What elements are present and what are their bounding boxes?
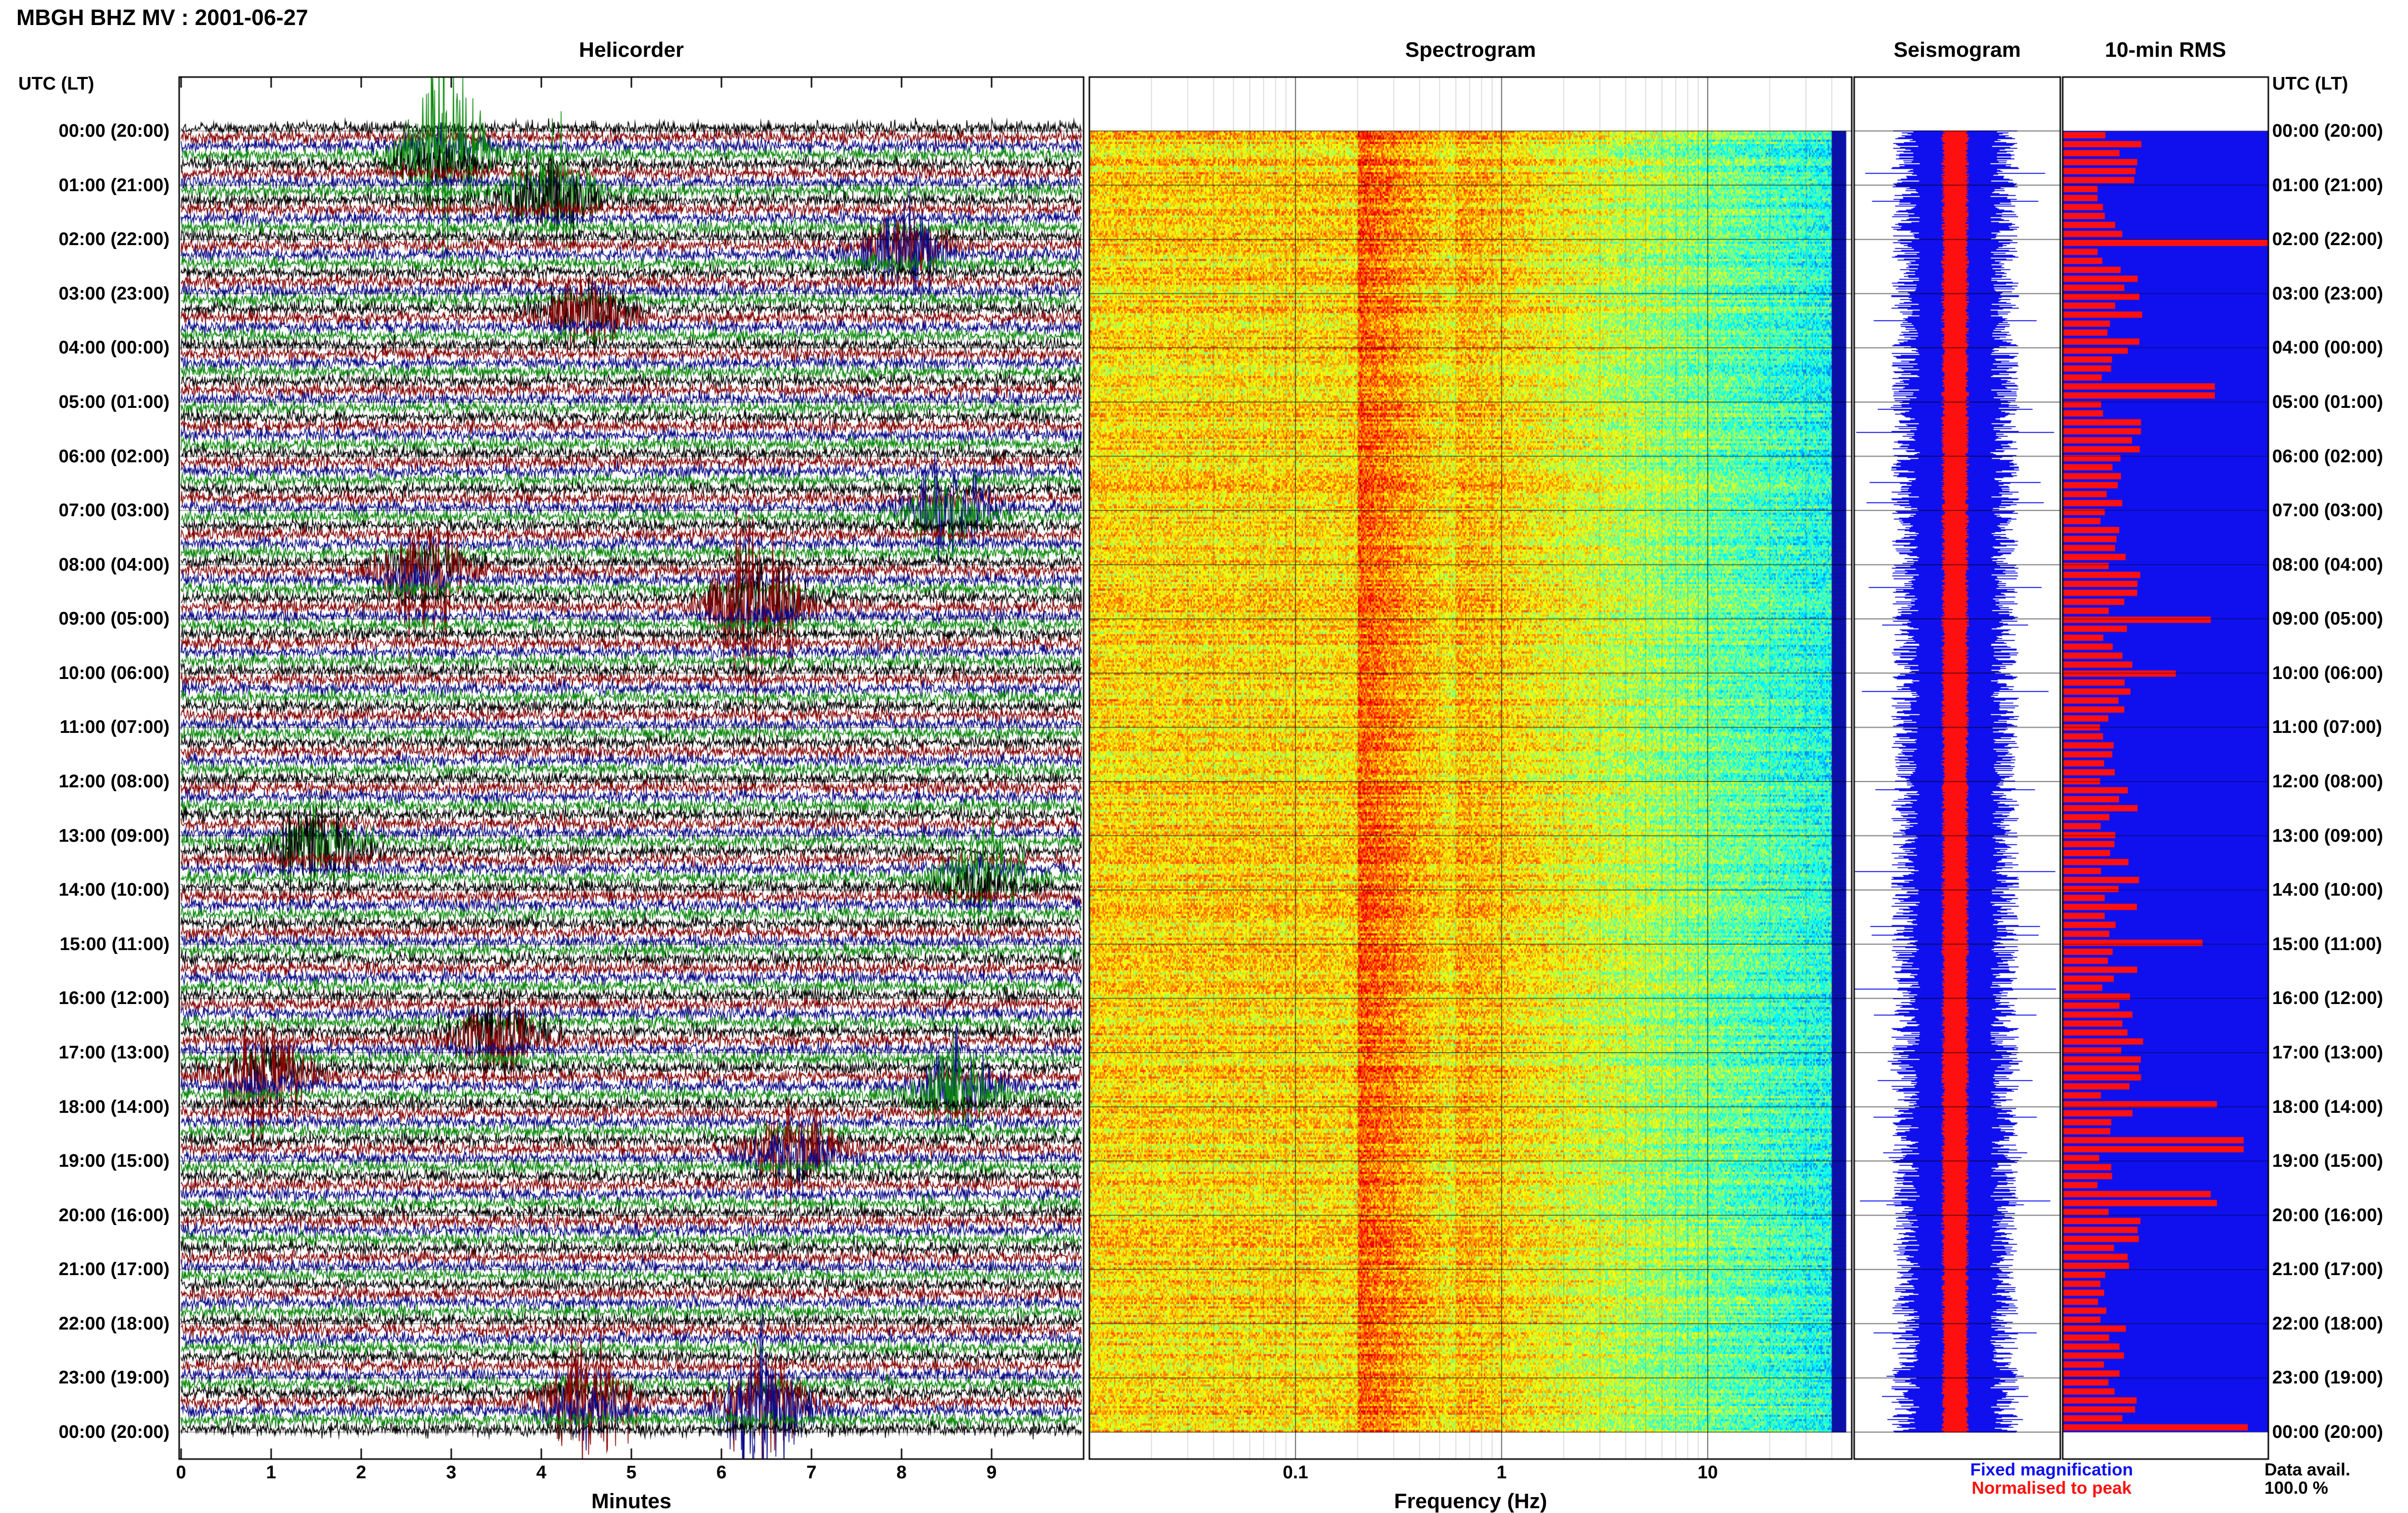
minute-tick-label: 9: [986, 1462, 997, 1483]
hour-tick-left: 20:00 (16:00): [58, 1205, 170, 1226]
figure-title: MBGH BHZ MV : 2001-06-27: [16, 5, 308, 30]
hour-tick-left: 10:00 (06:00): [58, 663, 170, 683]
minute-tick-label: 8: [896, 1462, 907, 1483]
hour-tick-right: 12:00 (08:00): [2272, 771, 2383, 792]
hour-tick-left: 15:00 (11:00): [59, 934, 170, 954]
hour-tick-right: 00:00 (20:00): [2272, 121, 2383, 141]
hour-tick-left: 06:00 (02:00): [58, 446, 170, 467]
hour-tick-right: 21:00 (17:00): [2272, 1259, 2383, 1280]
frequency-tick-label: 10: [1697, 1462, 1718, 1483]
helicorder-title: Helicorder: [579, 38, 684, 62]
hour-tick-right: 15:00 (11:00): [2272, 934, 2382, 954]
hour-tick-left: 09:00 (05:00): [58, 609, 170, 629]
utc-header-left: UTC (LT): [18, 74, 94, 94]
hour-tick-left: 22:00 (18:00): [58, 1313, 170, 1334]
hour-tick-left: 07:00 (03:00): [58, 500, 170, 521]
rms-title: 10-min RMS: [2105, 38, 2226, 62]
hour-tick-left: 04:00 (00:00): [58, 338, 170, 358]
utc-header-right: UTC (LT): [2272, 74, 2348, 94]
minutes-axis-label: Minutes: [591, 1489, 672, 1513]
legend-normalised-to-peak: Normalised to peak: [1971, 1478, 2132, 1498]
hour-tick-right: 20:00 (16:00): [2272, 1205, 2383, 1226]
hour-tick-left: 18:00 (14:00): [58, 1096, 170, 1117]
hour-tick-right: 04:00 (00:00): [2272, 338, 2383, 358]
hour-tick-left: 23:00 (19:00): [58, 1368, 170, 1388]
minute-tick-label: 4: [536, 1462, 547, 1483]
spectrogram-title: Spectrogram: [1405, 38, 1536, 62]
hour-tick-left: 05:00 (01:00): [58, 391, 170, 412]
hour-tick-right: 13:00 (09:00): [2272, 825, 2383, 846]
hour-tick-right: 07:00 (03:00): [2272, 500, 2383, 521]
hour-tick-right: 05:00 (01:00): [2272, 391, 2383, 412]
data-avail-value: 100.0 %: [2264, 1478, 2329, 1498]
hour-tick-right: 17:00 (13:00): [2272, 1042, 2383, 1063]
hour-tick-right: 14:00 (10:00): [2272, 880, 2383, 900]
hour-tick-left: 00:00 (20:00): [58, 121, 170, 141]
hour-tick-left: 03:00 (23:00): [58, 283, 170, 304]
hour-tick-right: 10:00 (06:00): [2272, 663, 2383, 683]
hour-tick-left: 14:00 (10:00): [58, 880, 170, 900]
hour-tick-left: 17:00 (13:00): [58, 1042, 170, 1063]
hour-tick-left: 01:00 (21:00): [58, 175, 170, 196]
minute-tick-label: 5: [626, 1462, 637, 1483]
hour-tick-left: 16:00 (12:00): [58, 988, 170, 1009]
hour-tick-left: 02:00 (22:00): [58, 229, 170, 250]
legend-fixed-magnification: Fixed magnification: [1970, 1460, 2133, 1479]
hour-tick-left: 21:00 (17:00): [58, 1259, 170, 1280]
hour-tick-right: 16:00 (12:00): [2272, 988, 2383, 1009]
hour-tick-right: 18:00 (14:00): [2272, 1096, 2383, 1117]
hour-tick-right: 08:00 (04:00): [2272, 554, 2383, 575]
hour-tick-right: 01:00 (21:00): [2272, 175, 2383, 196]
minute-tick-label: 2: [356, 1462, 366, 1483]
frequency-tick-label: 0.1: [1283, 1462, 1309, 1483]
hour-tick-right: 09:00 (05:00): [2272, 609, 2383, 629]
hour-tick-left: 00:00 (20:00): [58, 1422, 170, 1442]
hour-tick-left: 12:00 (08:00): [58, 771, 170, 792]
minute-tick-label: 6: [716, 1462, 727, 1483]
hour-tick-left: 11:00 (07:00): [59, 717, 170, 738]
minute-tick-label: 7: [806, 1462, 817, 1483]
hour-tick-right: 03:00 (23:00): [2272, 283, 2383, 304]
seismogram-title: Seismogram: [1893, 38, 2021, 62]
minute-tick-label: 3: [446, 1462, 457, 1483]
minute-tick-label: 0: [176, 1462, 186, 1483]
hour-tick-left: 08:00 (04:00): [58, 554, 170, 575]
hour-tick-right: 23:00 (19:00): [2272, 1368, 2383, 1388]
data-avail-label: Data avail.: [2264, 1460, 2351, 1479]
frequency-axis-label: Frequency (Hz): [1394, 1489, 1547, 1513]
hour-tick-left: 13:00 (09:00): [58, 825, 170, 846]
frequency-tick-label: 1: [1496, 1462, 1507, 1483]
hour-tick-left: 19:00 (15:00): [58, 1151, 170, 1172]
hour-tick-right: 02:00 (22:00): [2272, 229, 2383, 250]
hour-tick-right: 00:00 (20:00): [2272, 1422, 2383, 1442]
hour-tick-right: 19:00 (15:00): [2272, 1151, 2383, 1172]
hour-tick-right: 22:00 (18:00): [2272, 1313, 2383, 1334]
hour-tick-right: 06:00 (02:00): [2272, 446, 2383, 467]
minute-tick-label: 1: [266, 1462, 276, 1483]
hour-tick-right: 11:00 (07:00): [2272, 717, 2382, 738]
